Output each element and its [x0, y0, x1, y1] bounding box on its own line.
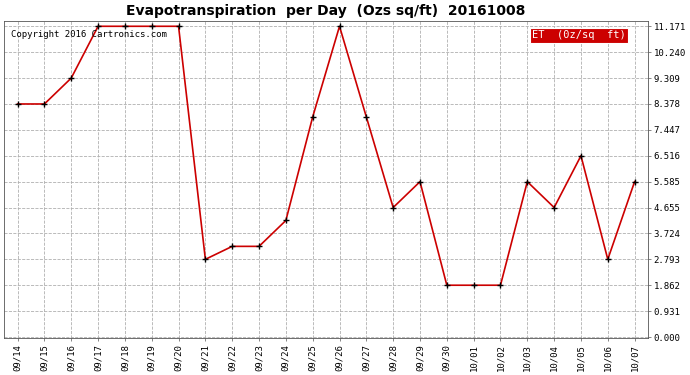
- Text: ET  (0z/sq  ft): ET (0z/sq ft): [532, 30, 626, 40]
- Title: Evapotranspiration  per Day  (Ozs sq/ft)  20161008: Evapotranspiration per Day (Ozs sq/ft) 2…: [126, 4, 526, 18]
- Text: Copyright 2016 Cartronics.com: Copyright 2016 Cartronics.com: [10, 30, 166, 39]
